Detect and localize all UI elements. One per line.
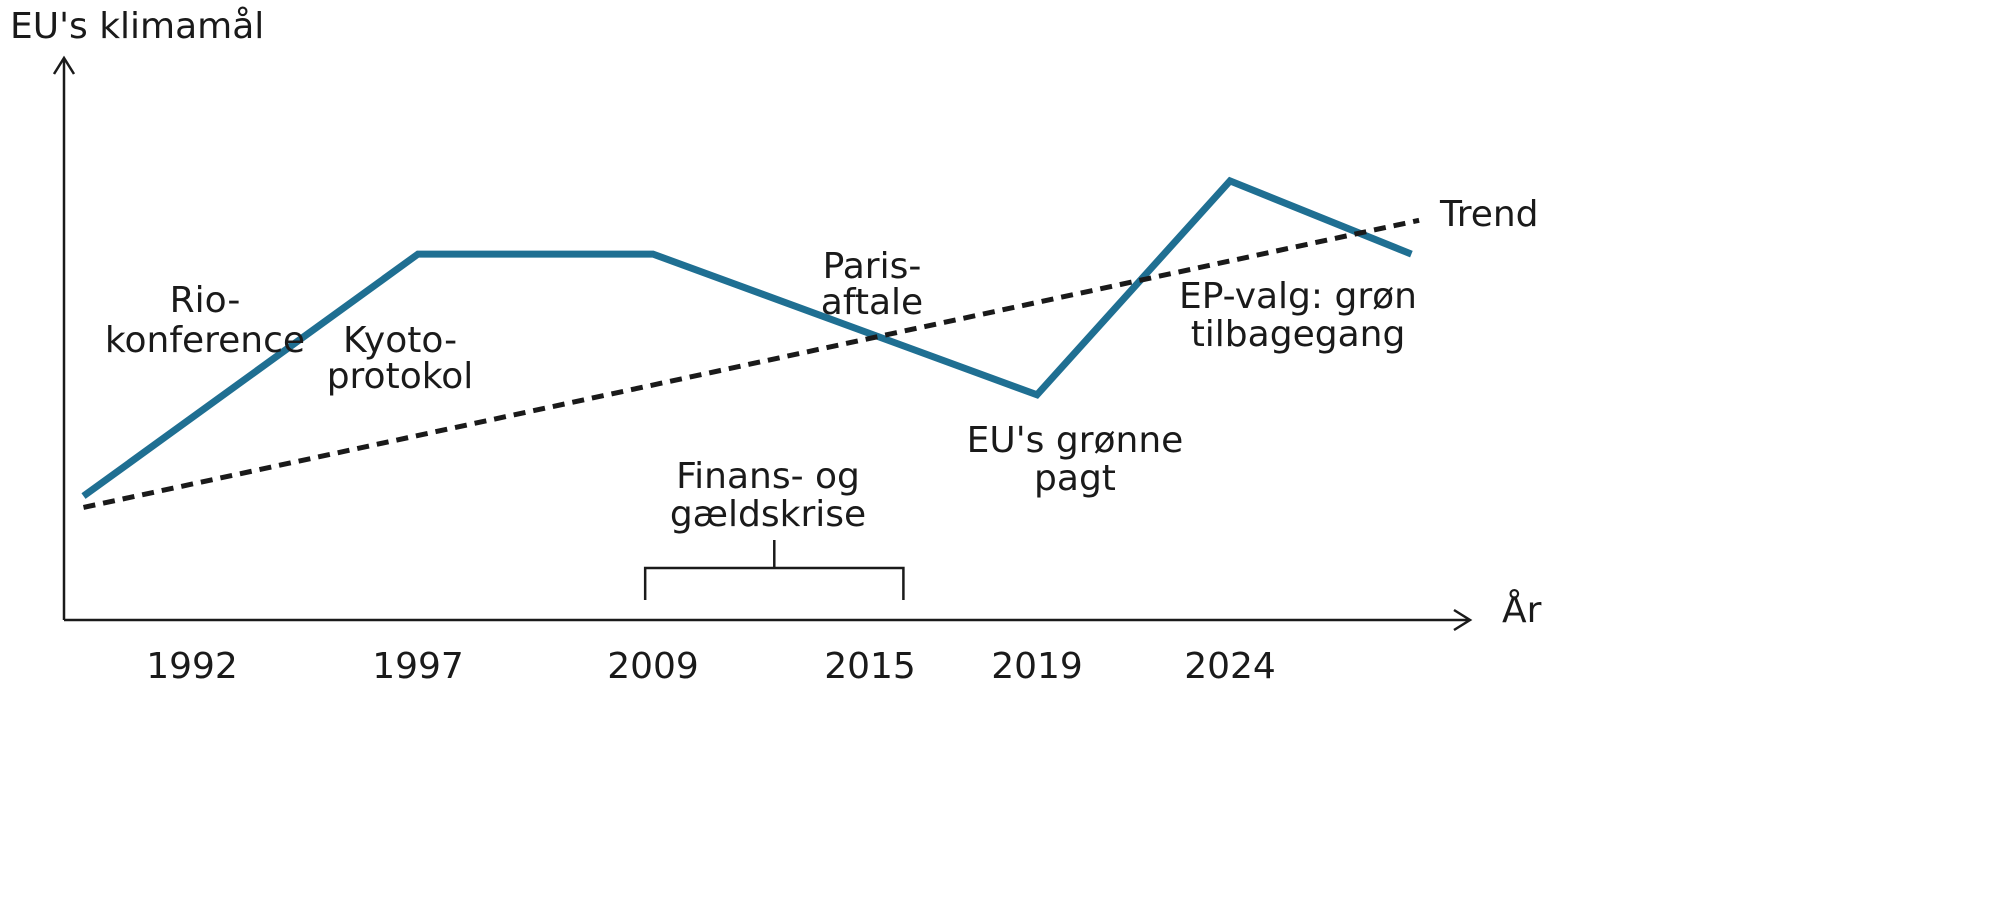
- annotation-crisis: Finans- og: [676, 456, 860, 497]
- annotation-ep-election: tilbagegang: [1191, 314, 1406, 355]
- x-tick-label: 1992: [146, 646, 238, 687]
- annotation-rio: konference: [105, 320, 305, 361]
- annotation-rio: Rio-: [170, 280, 241, 321]
- annotation-ep-election: EP-valg: grøn: [1179, 276, 1417, 317]
- trend-line: [82, 217, 1420, 510]
- x-tick-label: 2024: [1184, 646, 1276, 687]
- annotation-crisis: gældskrise: [670, 494, 866, 535]
- x-tick-label: 2015: [824, 646, 916, 687]
- x-tick-label: 2009: [607, 646, 699, 687]
- annotation-kyoto: Kyoto-: [343, 320, 457, 361]
- x-tick-label: 2019: [991, 646, 1083, 687]
- y-axis-arrow-icon: [52, 55, 76, 75]
- annotation-paris: Paris-: [823, 246, 922, 287]
- y-axis-label: EU's klimamål: [10, 6, 264, 47]
- x-axis-arrow-icon: [1453, 608, 1473, 632]
- x-tick-label: 1997: [372, 646, 464, 687]
- annotation-green-deal: pagt: [1034, 458, 1116, 499]
- crisis-period-bracket: [643, 566, 905, 600]
- annotation-kyoto: protokol: [327, 356, 474, 397]
- x-axis-label: År: [1502, 588, 1542, 631]
- trend-label: Trend: [1439, 194, 1539, 235]
- climate-goals-line: [81, 176, 1413, 499]
- annotation-paris: aftale: [821, 282, 923, 323]
- annotation-green-deal: EU's grønne: [967, 420, 1184, 461]
